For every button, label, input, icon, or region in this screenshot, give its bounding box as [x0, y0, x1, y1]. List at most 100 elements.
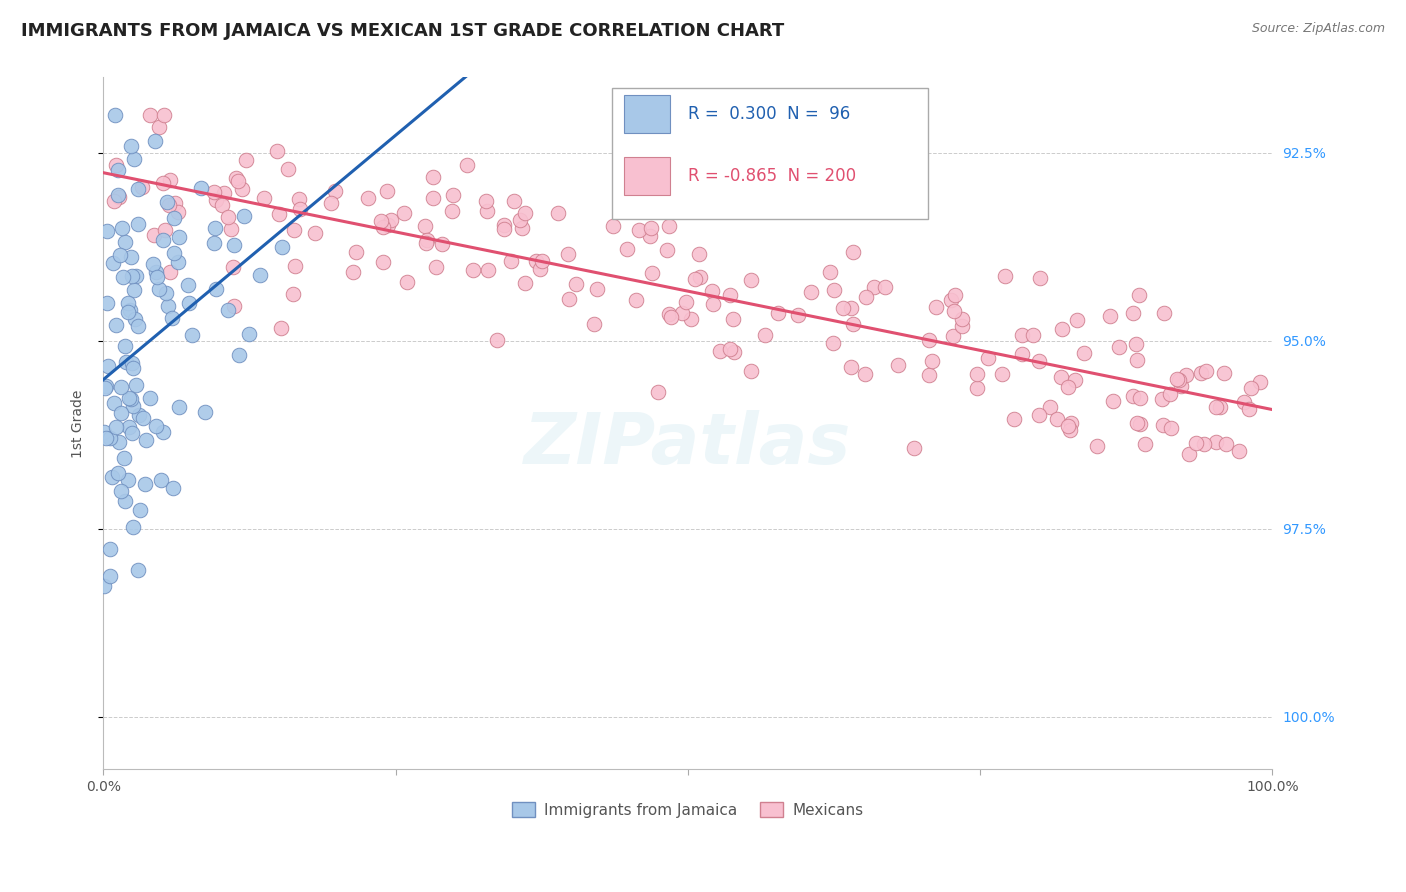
FancyBboxPatch shape	[623, 95, 671, 133]
Point	[839, 301, 862, 316]
Point	[740, 273, 762, 287]
Point	[1152, 418, 1174, 433]
Point	[121, 392, 143, 407]
Point	[267, 207, 290, 221]
Point	[104, 158, 127, 172]
Point	[557, 246, 579, 260]
Point	[689, 270, 711, 285]
Point	[943, 288, 966, 302]
Point	[395, 275, 418, 289]
Point	[145, 265, 167, 279]
Point	[165, 195, 187, 210]
Point	[475, 194, 498, 208]
Point	[415, 236, 437, 251]
Point	[110, 380, 132, 394]
Point	[647, 385, 669, 400]
Point	[159, 265, 181, 279]
Point	[342, 265, 364, 279]
Point	[1102, 393, 1125, 408]
Point	[583, 318, 606, 332]
Point	[1022, 327, 1045, 342]
Point	[125, 269, 148, 284]
Point	[155, 285, 177, 300]
Point	[118, 391, 141, 405]
Point	[842, 245, 865, 260]
Point	[146, 270, 169, 285]
Point	[515, 276, 537, 290]
Point	[1066, 313, 1088, 327]
Point	[377, 218, 399, 232]
Point	[179, 296, 201, 310]
Point	[166, 254, 188, 268]
Point	[602, 219, 624, 234]
Point	[204, 193, 226, 207]
Point	[235, 153, 257, 168]
Point	[346, 245, 368, 260]
Point	[1185, 435, 1208, 450]
Point	[219, 222, 242, 236]
Point	[832, 301, 855, 316]
Point	[503, 194, 526, 209]
Point	[924, 300, 946, 314]
Point	[108, 248, 131, 262]
Point	[132, 411, 155, 425]
Point	[966, 381, 988, 395]
Point	[120, 251, 142, 265]
Point	[441, 187, 464, 202]
Point	[212, 186, 235, 200]
Point	[222, 299, 245, 313]
Point	[117, 296, 139, 310]
Point	[112, 450, 135, 465]
Point	[977, 351, 1000, 365]
Point	[232, 209, 254, 223]
Point	[994, 268, 1017, 283]
Point	[224, 237, 246, 252]
Point	[1028, 409, 1050, 423]
Point	[461, 263, 484, 277]
Point	[249, 268, 271, 282]
Point	[277, 162, 299, 177]
Point	[1150, 392, 1173, 407]
Point	[377, 184, 399, 198]
Point	[863, 280, 886, 294]
Point	[413, 219, 436, 233]
Point	[586, 282, 609, 296]
Point	[422, 170, 444, 185]
Point	[529, 262, 551, 277]
Point	[108, 189, 131, 203]
Point	[727, 197, 749, 211]
Point	[855, 290, 877, 304]
Point	[157, 299, 180, 313]
Point	[107, 162, 129, 177]
Point	[270, 321, 292, 335]
Point	[918, 333, 941, 347]
Point	[432, 237, 454, 252]
Point	[228, 348, 250, 362]
Point	[723, 345, 745, 359]
Point	[1060, 416, 1083, 430]
Point	[1046, 412, 1069, 426]
Point	[323, 184, 346, 198]
Point	[157, 198, 180, 212]
Point	[150, 474, 173, 488]
Point	[370, 213, 392, 227]
Point	[122, 520, 145, 534]
Point	[392, 206, 415, 220]
Point	[1073, 345, 1095, 359]
Point	[422, 191, 444, 205]
Point	[380, 212, 402, 227]
Point	[156, 194, 179, 209]
Point	[1249, 375, 1271, 389]
Point	[1057, 380, 1080, 394]
Point	[202, 235, 225, 250]
Point	[135, 433, 157, 447]
Point	[217, 302, 239, 317]
Point	[159, 173, 181, 187]
Point	[718, 342, 741, 356]
Point	[134, 476, 156, 491]
Point	[903, 441, 925, 455]
Point	[655, 243, 678, 257]
Point	[127, 563, 149, 577]
Point	[887, 358, 910, 372]
Point	[93, 578, 115, 592]
